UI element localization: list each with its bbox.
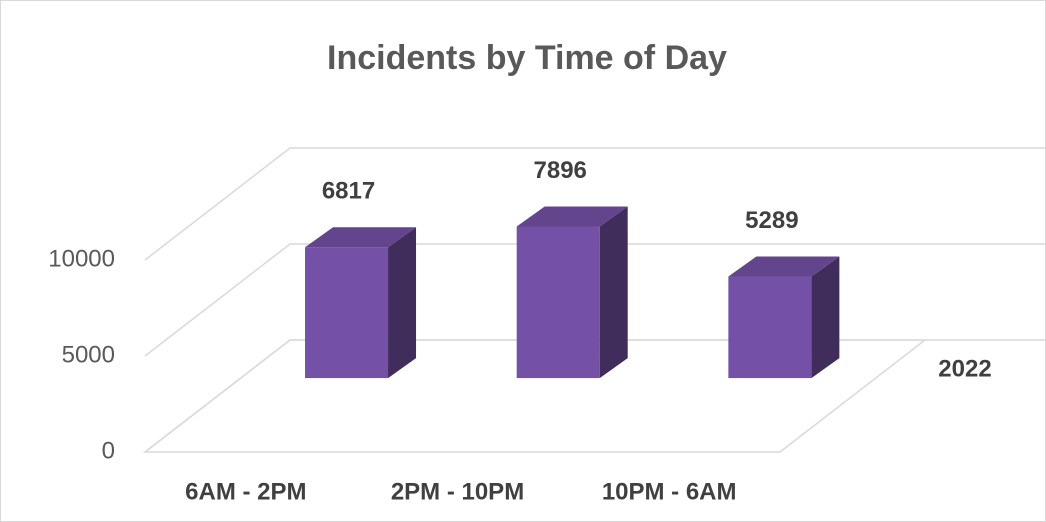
x-tick-label: 10PM - 6AM bbox=[602, 478, 737, 505]
bar-side bbox=[388, 227, 417, 379]
bar-top bbox=[516, 206, 628, 227]
bar-side bbox=[811, 256, 840, 379]
y-tick-label: 0 bbox=[102, 437, 115, 464]
x-tick-label: 2PM - 10PM bbox=[391, 478, 524, 505]
bar-top bbox=[728, 256, 840, 277]
series-label: 2022 bbox=[938, 355, 991, 382]
data-label: 7896 bbox=[534, 157, 587, 184]
grid-line bbox=[144, 147, 1046, 261]
chart-title: Incidents by Time of Day bbox=[327, 39, 727, 77]
bar bbox=[305, 247, 389, 379]
data-label: 5289 bbox=[745, 207, 798, 234]
data-label: 6817 bbox=[322, 178, 375, 205]
bar-top bbox=[305, 227, 417, 248]
bar bbox=[728, 276, 812, 379]
x-tick-label: 6AM - 2PM bbox=[185, 478, 306, 505]
grid-line bbox=[144, 243, 1046, 357]
bar bbox=[516, 226, 600, 379]
bar-side bbox=[599, 206, 628, 379]
y-tick-label: 5000 bbox=[62, 341, 115, 368]
y-tick-label: 10000 bbox=[48, 245, 115, 272]
